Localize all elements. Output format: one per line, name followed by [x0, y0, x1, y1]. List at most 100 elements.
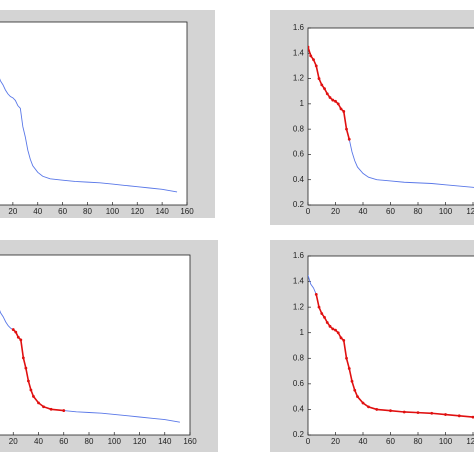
- marker: [331, 98, 335, 102]
- x-tick-label: 40: [359, 437, 368, 446]
- x-tick-label: 60: [386, 437, 395, 446]
- x-tick-label: 60: [58, 207, 67, 216]
- marker: [21, 356, 25, 360]
- marker: [389, 409, 392, 413]
- marker: [323, 315, 326, 319]
- x-tick-label: 140: [155, 207, 169, 216]
- y-tick-label: 1.6: [293, 23, 305, 32]
- x-tick-label: 80: [414, 437, 423, 446]
- x-tick-label: 100: [439, 437, 453, 446]
- marker: [27, 379, 30, 383]
- marker: [342, 338, 346, 342]
- marker: [309, 54, 313, 58]
- marker: [37, 401, 40, 405]
- marker: [331, 327, 335, 331]
- x-tick-label: 0: [306, 207, 311, 216]
- marker: [16, 335, 20, 339]
- plot-area: [308, 275, 474, 419]
- x-tick-label: 0: [306, 437, 311, 446]
- marker: [336, 331, 340, 335]
- marker: [350, 379, 354, 383]
- y-tick-label: 1.2: [293, 302, 305, 311]
- x-tick-label: 140: [158, 437, 172, 446]
- marker: [367, 405, 370, 409]
- x-tick-label: 100: [106, 207, 120, 216]
- y-tick-label: 1: [300, 328, 305, 337]
- y-tick-label: 1: [300, 99, 305, 108]
- marker: [430, 411, 434, 415]
- marker: [11, 328, 15, 331]
- x-tick-label: 160: [180, 207, 194, 216]
- x-tick-label: 120: [133, 437, 147, 446]
- marker: [353, 388, 357, 392]
- x-tick-label: 80: [83, 207, 92, 216]
- marker: [444, 413, 447, 416]
- marker: [312, 58, 315, 62]
- marker: [328, 324, 332, 328]
- marker: [334, 99, 337, 103]
- x-tick-label: 40: [33, 207, 42, 216]
- marker: [457, 414, 461, 418]
- marker: [416, 411, 420, 415]
- marker: [325, 321, 329, 324]
- x-tick-label: 40: [34, 437, 43, 446]
- x-tick-label: 80: [414, 207, 423, 216]
- x-tick-label: 120: [466, 437, 474, 446]
- marker: [347, 137, 351, 141]
- marker: [320, 312, 324, 315]
- marker: [49, 407, 53, 411]
- marker: [29, 388, 33, 392]
- x-tick-label: 120: [131, 207, 145, 216]
- x-tick-label: 60: [59, 437, 68, 446]
- marker: [375, 408, 379, 411]
- marker: [361, 401, 365, 405]
- marker: [317, 77, 321, 80]
- plot-area: [0, 78, 178, 193]
- marker: [339, 336, 343, 340]
- y-tick-label: 0.6: [293, 150, 305, 159]
- axes: [0, 21, 188, 206]
- marker: [317, 305, 321, 309]
- axes: [0, 254, 191, 436]
- marker: [347, 367, 351, 370]
- marker: [32, 395, 35, 398]
- marker: [24, 366, 28, 370]
- series-line: [0, 78, 178, 193]
- x-tick-label: 80: [85, 437, 94, 446]
- marker: [308, 45, 310, 49]
- marker: [336, 102, 340, 106]
- marker: [334, 328, 337, 332]
- marker: [42, 405, 45, 409]
- marker: [314, 292, 318, 296]
- x-tick-label: 20: [331, 207, 340, 216]
- marker: [320, 83, 324, 87]
- marker: [402, 410, 406, 414]
- marker: [14, 330, 18, 334]
- marker: [323, 87, 326, 91]
- marker: [345, 356, 348, 360]
- x-tick-label: 40: [359, 207, 368, 216]
- x-tick-label: 20: [331, 437, 340, 446]
- y-tick-label: 1.4: [293, 277, 305, 286]
- x-tick-label: 100: [108, 437, 122, 446]
- plot-area: [308, 45, 474, 188]
- axes: [307, 27, 474, 206]
- y-tick-label: 0.8: [293, 124, 305, 133]
- y-tick-label: 0.2: [293, 430, 305, 439]
- y-tick-label: 0.8: [293, 353, 305, 362]
- marker: [325, 92, 329, 96]
- marker: [328, 96, 332, 99]
- x-tick-label: 60: [386, 207, 395, 216]
- marker: [62, 409, 66, 412]
- y-tick-label: 1.6: [293, 251, 305, 260]
- marker: [356, 395, 359, 399]
- series-line: [308, 46, 351, 140]
- axes: [307, 255, 474, 436]
- x-tick-label: 20: [9, 437, 18, 446]
- marker: [339, 107, 343, 111]
- x-tick-label: 160: [183, 437, 197, 446]
- x-tick-label: 20: [8, 207, 17, 216]
- y-tick-label: 0.6: [293, 379, 305, 388]
- y-tick-label: 0.4: [293, 175, 305, 184]
